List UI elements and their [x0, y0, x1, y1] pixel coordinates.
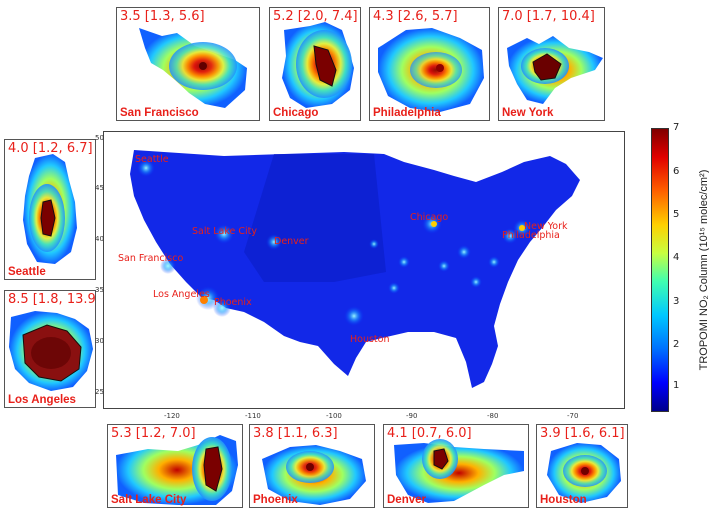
inset-map-salt-lake-city [116, 435, 238, 505]
map-label-los-angeles: Los Angeles [153, 289, 210, 300]
colorbar-tick: 1 [673, 380, 680, 391]
stat-label: 3.5 [1.3, 5.6] [120, 9, 205, 24]
stat-label: 4.0 [1.2, 6.7] [8, 141, 93, 156]
colorbar-tick: 5 [673, 209, 680, 220]
y-tick: 40 [95, 235, 104, 243]
main-us-map: Seattle Salt Lake City Denver San Franci… [103, 131, 625, 409]
inset-map-denver [394, 439, 524, 503]
colorbar [651, 128, 669, 412]
inset-houston: 3.9 [1.6, 6.1] Houston [536, 424, 628, 508]
city-label: Los Angeles [8, 394, 76, 406]
colorbar-tick: 2 [673, 339, 680, 350]
colorbar-tick: 7 [673, 122, 680, 133]
y-tick: 30 [95, 337, 104, 345]
map-label-denver: Denver [274, 236, 309, 247]
map-label-seattle: Seattle [135, 154, 169, 165]
city-label: Philadelphia [373, 107, 441, 119]
inset-map-phoenix [262, 445, 366, 505]
stat-label: 5.3 [1.2, 7.0] [111, 426, 196, 441]
y-tick: 50 [95, 134, 104, 142]
inset-new-york: 7.0 [1.7, 10.4] New York [498, 7, 605, 121]
inset-phoenix: 3.8 [1.1, 6.3] Phoenix [249, 424, 375, 508]
inset-map-chicago [282, 22, 354, 108]
stat-label: 3.9 [1.6, 6.1] [540, 426, 625, 441]
stat-label: 4.1 [0.7, 6.0] [387, 426, 472, 441]
city-label: Salt Lake City [111, 494, 187, 506]
stat-label: 7.0 [1.7, 10.4] [502, 9, 595, 24]
city-label: New York [502, 107, 554, 119]
inset-map-los-angeles [9, 311, 93, 391]
y-tick: 45 [95, 184, 104, 192]
city-label: Chicago [273, 107, 319, 119]
map-label-phoenix: Phoenix [214, 297, 252, 308]
inset-salt-lake-city: 5.3 [1.2, 7.0] Salt Lake City [107, 424, 243, 508]
colorbar-label: TROPOMI NO₂ Column (10¹⁵ molec/cm²) [698, 169, 709, 371]
inset-map-seattle [23, 154, 77, 264]
x-tick: -80 [487, 412, 499, 420]
x-tick: -90 [406, 412, 418, 420]
stat-label: 5.2 [2.0, 7.4] [273, 9, 358, 24]
map-label-philadelphia: Philadelphia [502, 230, 560, 241]
y-tick: 25 [95, 388, 104, 396]
inset-map-houston [547, 443, 621, 503]
inset-philadelphia: 4.3 [2.6, 5.7] Philadelphia [369, 7, 490, 121]
x-tick: -100 [326, 412, 342, 420]
colorbar-tick: 6 [673, 166, 680, 177]
city-label: Denver [387, 494, 426, 506]
inset-los-angeles: 8.5 [1.8, 13.9] Los Angeles [4, 290, 96, 408]
map-label-salt-lake-city: Salt Lake City [192, 226, 257, 237]
inset-chicago: 5.2 [2.0, 7.4] Chicago [269, 7, 361, 121]
x-tick: -70 [567, 412, 579, 420]
colorbar-tick: 4 [673, 252, 680, 263]
city-label: Seattle [8, 266, 46, 278]
colorbar-tick: 3 [673, 296, 680, 307]
x-tick: -120 [164, 412, 180, 420]
map-label-san-francisco: San Francisco [118, 253, 184, 264]
inset-map-new-york [507, 36, 603, 104]
inset-seattle: 4.0 [1.2, 6.7] Seattle [4, 139, 96, 280]
inset-denver: 4.1 [0.7, 6.0] Denver [383, 424, 529, 508]
inset-map-philadelphia [378, 28, 484, 112]
stat-label: 4.3 [2.6, 5.7] [373, 9, 458, 24]
map-label-houston: Houston [350, 334, 390, 345]
city-label: Phoenix [253, 494, 298, 506]
city-label: San Francisco [120, 107, 199, 119]
map-label-new-york: New York [524, 221, 568, 232]
city-label: Houston [540, 494, 587, 506]
stat-label: 3.8 [1.1, 6.3] [253, 426, 338, 441]
us-no2-map [130, 150, 580, 388]
y-tick: 35 [95, 286, 104, 294]
inset-map-san-francisco [139, 28, 247, 108]
x-tick: -110 [245, 412, 261, 420]
inset-san-francisco: 3.5 [1.3, 5.6] San Francisco [116, 7, 260, 121]
stat-label: 8.5 [1.8, 13.9] [8, 292, 96, 307]
map-label-chicago: Chicago [410, 212, 449, 223]
